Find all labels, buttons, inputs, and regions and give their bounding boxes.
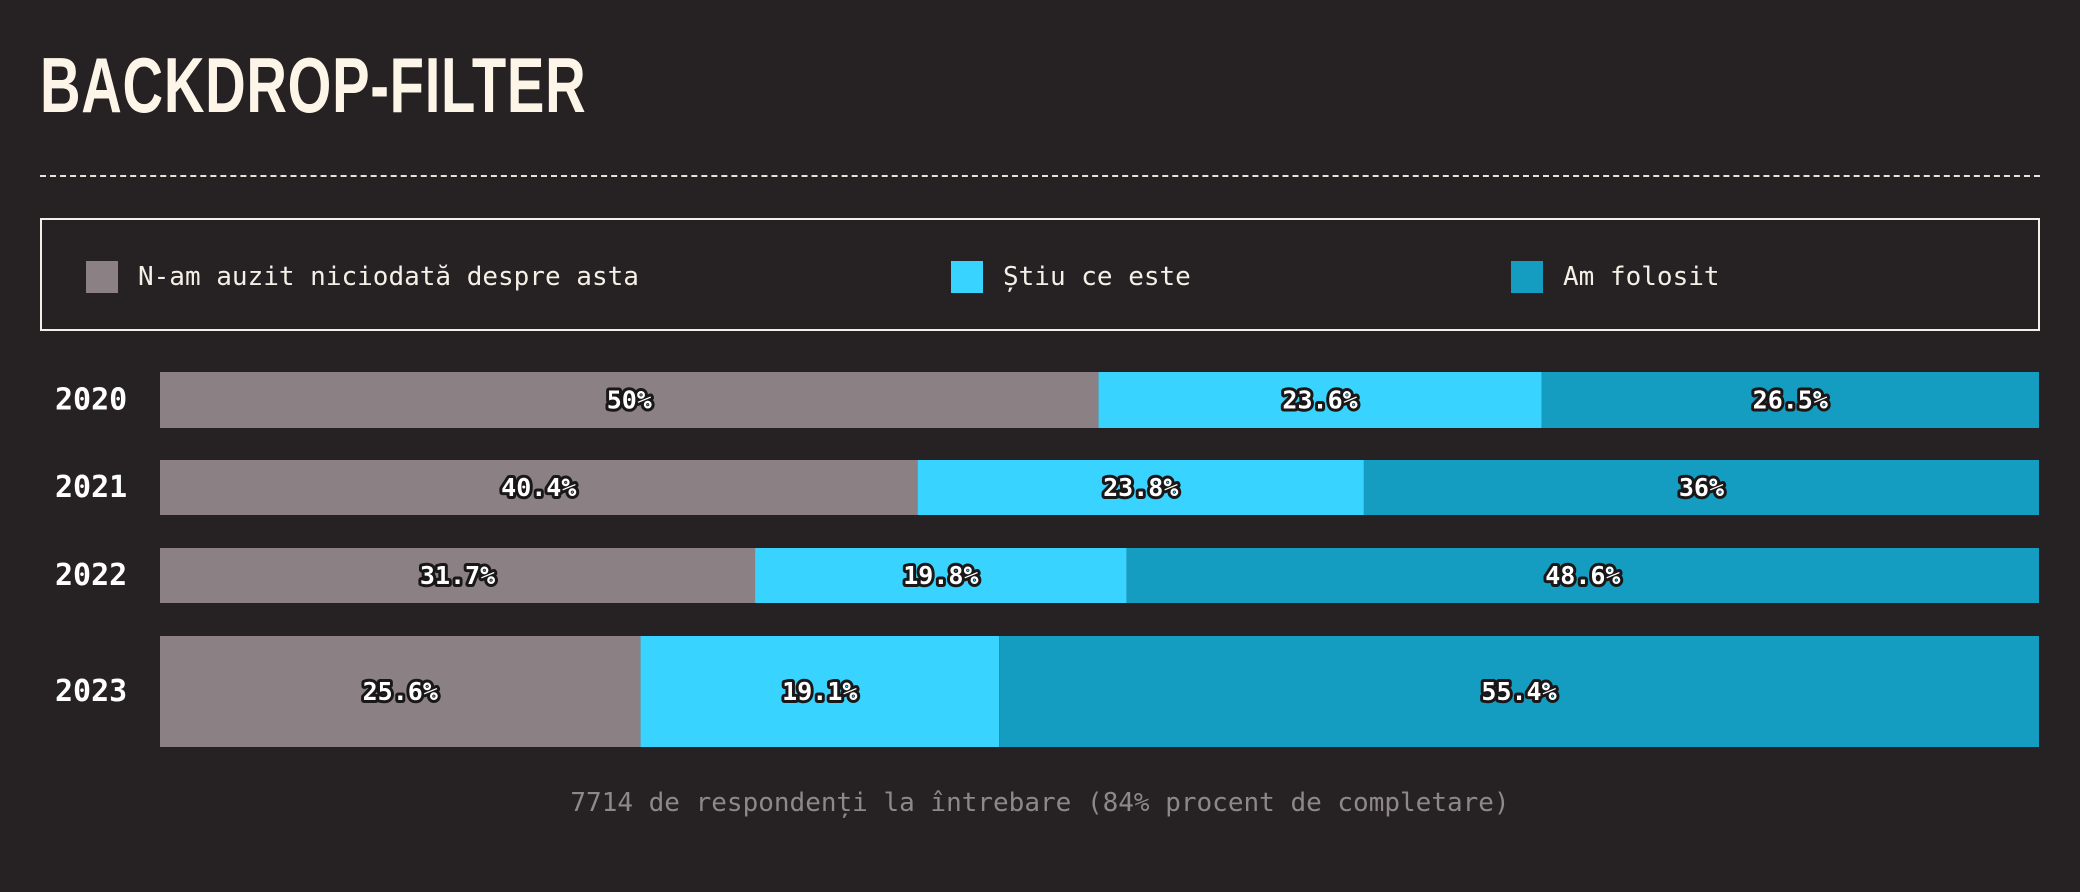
year-label-2022: 2022	[55, 558, 127, 593]
chart-title: BACKDROP-FILTER	[40, 41, 587, 129]
year-label-2021: 2021	[55, 470, 127, 505]
legend-label-know-what-it-is: Știu ce este	[1003, 262, 1191, 292]
bar-2020-know-what-it-is[interactable]	[1098, 372, 1542, 428]
value-label-2022-know-what-it-is: 19.8%	[903, 561, 978, 590]
bar-2021-know-what-it-is[interactable]	[917, 460, 1364, 515]
legend-label-used-it: Am folosit	[1563, 262, 1720, 292]
value-label-2023-know-what-it-is: 19.1%	[782, 677, 857, 706]
bar-2023-know-what-it-is[interactable]	[640, 636, 1000, 747]
year-label-2023: 2023	[55, 674, 127, 709]
title-divider	[40, 175, 2040, 177]
respondents-footnote: 7714 de respondenți la întrebare (84% pr…	[570, 788, 1510, 818]
bar-2021-never-heard[interactable]	[160, 460, 918, 515]
value-label-2023-used-it: 55.4%	[1481, 677, 1556, 706]
bar-2022-never-heard[interactable]	[160, 548, 756, 603]
value-label-2020-never-heard: 50%	[607, 386, 652, 415]
bar-2022-used-it[interactable]	[1126, 548, 2039, 603]
bar-2022-know-what-it-is[interactable]	[755, 548, 1127, 603]
value-label-2020-know-what-it-is: 23.6%	[1282, 386, 1357, 415]
value-label-2020-used-it: 26.5%	[1753, 386, 1828, 415]
bar-2020-never-heard[interactable]	[160, 372, 1099, 428]
value-label-2023-never-heard: 25.6%	[363, 677, 438, 706]
legend-swatch-never-heard	[86, 261, 118, 293]
bar-2023-used-it[interactable]	[999, 636, 2039, 747]
legend-item-used-it[interactable]: Am folosit	[1511, 261, 1720, 293]
legend-item-know-what-it-is[interactable]: Știu ce este	[951, 261, 1191, 293]
bar-2020-used-it[interactable]	[1541, 372, 2039, 428]
value-label-2021-know-what-it-is: 23.8%	[1103, 473, 1178, 502]
value-label-2022-never-heard: 31.7%	[420, 561, 495, 590]
value-label-2021-used-it: 36%	[1679, 473, 1724, 502]
legend-item-never-heard[interactable]: N-am auzit niciodată despre asta	[86, 261, 639, 293]
bar-2021-used-it[interactable]	[1363, 460, 2039, 515]
year-label-2020: 2020	[55, 383, 127, 418]
value-label-2021-never-heard: 40.4%	[501, 473, 576, 502]
chart-legend: N-am auzit niciodată despre asta Știu ce…	[40, 218, 2040, 331]
legend-swatch-used-it	[1511, 261, 1543, 293]
value-label-2022-used-it: 48.6%	[1545, 561, 1620, 590]
bar-2023-never-heard[interactable]	[160, 636, 641, 747]
legend-swatch-know-what-it-is	[951, 261, 983, 293]
legend-label-never-heard: N-am auzit niciodată despre asta	[138, 262, 639, 292]
